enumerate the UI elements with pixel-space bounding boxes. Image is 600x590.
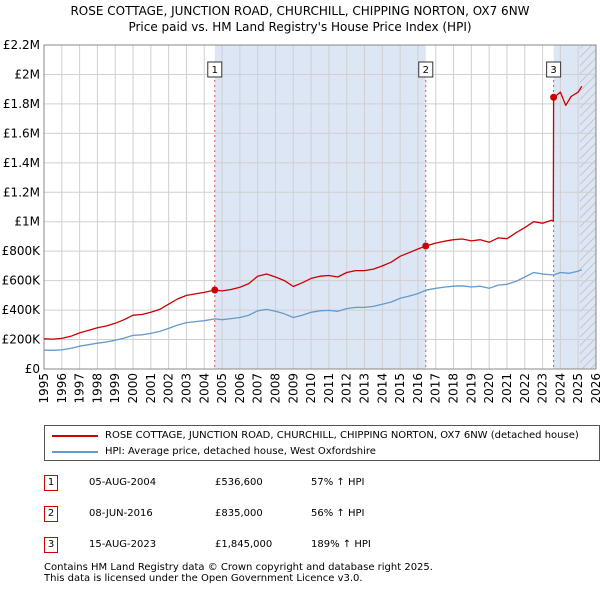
hpi-line <box>43 269 583 351</box>
x-tick-label: 2009 <box>286 373 300 404</box>
x-tick-label: 2007 <box>251 373 265 404</box>
property-price-line <box>43 85 583 340</box>
hatched-period <box>579 45 596 369</box>
transaction-row: 1 05-AUG-2004 £536,600 57% ↑ HPI <box>0 475 600 495</box>
x-tick-label: 1997 <box>73 373 87 404</box>
sale-marker-label: 3 <box>550 65 556 76</box>
x-tick-label: 2010 <box>304 373 318 404</box>
x-tick-label: 2014 <box>375 373 389 404</box>
sale-marker-box <box>207 61 223 78</box>
transaction-date: 15-AUG-2023 <box>89 539 157 550</box>
x-tick-label: 2024 <box>553 373 567 404</box>
x-tick-label: 2021 <box>500 373 514 404</box>
sale-point <box>550 93 558 101</box>
x-tick-label: 1996 <box>55 373 69 404</box>
x-tick-label: 2018 <box>447 373 461 404</box>
y-tick-label: £400K <box>2 303 42 317</box>
transaction-price: £536,600 <box>215 477 263 488</box>
transaction-date: 08-JUN-2016 <box>89 508 153 519</box>
shaded-period <box>214 45 426 369</box>
x-tick-label: 2011 <box>322 373 336 404</box>
x-tick-label: 2016 <box>411 373 425 404</box>
x-tick-label: 2023 <box>536 373 550 404</box>
legend-item-property: ROSE COTTAGE, JUNCTION ROAD, CHURCHILL, … <box>45 428 599 444</box>
price-chart: £0 £200K £400K £600K £800K £1M £1.2M £1.4M £1.6M… <box>2 38 600 404</box>
sale-marker-label: 1 <box>212 65 218 76</box>
x-tick-label: 2015 <box>393 373 407 404</box>
chart-title: ROSE COTTAGE, JUNCTION ROAD, CHURCHILL, … <box>70 4 530 18</box>
chart-subtitle: Price paid vs. HM Land Registry's House … <box>128 20 472 34</box>
legend-label-property: ROSE COTTAGE, JUNCTION ROAD, CHURCHILL, … <box>105 430 579 441</box>
x-tick-label: 2001 <box>144 373 158 404</box>
y-tick-label: £600K <box>2 274 42 288</box>
y-tick-label: £2.2M <box>3 38 40 52</box>
y-tick-label: £1.4M <box>3 156 40 170</box>
plot-frame <box>43 44 597 370</box>
x-tick-label: 2002 <box>162 373 176 404</box>
legend-swatch-property <box>52 435 98 437</box>
legend-item-hpi: HPI: Average price, detached house, West… <box>45 444 599 460</box>
x-tick-label: 1998 <box>90 373 104 404</box>
transaction-badge: 3 <box>44 537 58 553</box>
legend-swatch-hpi <box>52 451 98 453</box>
transaction-date: 05-AUG-2004 <box>89 477 157 488</box>
transaction-badge: 2 <box>44 506 58 522</box>
x-tick-label: 2019 <box>464 373 478 404</box>
x-tick-label: 2008 <box>268 373 282 404</box>
transaction-price: £835,000 <box>215 508 263 519</box>
y-tick-label: £1.6M <box>3 126 40 140</box>
transaction-hpi: 56% ↑ HPI <box>311 508 365 519</box>
x-tick-label: 2017 <box>429 373 443 404</box>
x-tick-label: 2004 <box>197 373 211 404</box>
footer-copyright: Contains HM Land Registry data © Crown c… <box>44 562 433 573</box>
transaction-hpi: 189% ↑ HPI <box>311 539 371 550</box>
x-tick-label: 1995 <box>37 373 51 404</box>
x-tick-label: 2026 <box>589 373 600 404</box>
y-tick-label: £0 <box>25 362 40 376</box>
sale-point <box>211 286 219 294</box>
legend-label-hpi: HPI: Average price, detached house, West… <box>105 446 376 457</box>
footer-licence: This data is licensed under the Open Gov… <box>44 573 363 584</box>
x-tick-label: 2022 <box>518 373 532 404</box>
legend: ROSE COTTAGE, JUNCTION ROAD, CHURCHILL, … <box>44 425 600 461</box>
y-tick-label: £1M <box>14 215 40 229</box>
y-tick-label: £1.8M <box>3 97 40 111</box>
x-tick-label: 2000 <box>126 373 140 404</box>
transaction-row: 3 15-AUG-2023 £1,845,000 189% ↑ HPI <box>0 537 600 557</box>
sale-marker-box <box>418 61 434 78</box>
x-tick-label: 2005 <box>215 373 229 404</box>
transaction-badge: 1 <box>44 475 58 491</box>
transaction-price: £1,845,000 <box>215 539 273 550</box>
x-tick-label: 2025 <box>571 373 585 404</box>
y-tick-label: £200K <box>2 333 42 347</box>
transaction-row: 2 08-JUN-2016 £835,000 56% ↑ HPI <box>0 506 600 526</box>
x-tick-label: 2006 <box>233 373 247 404</box>
x-tick-label: 1999 <box>108 373 122 404</box>
sale-point <box>422 242 430 250</box>
transaction-hpi: 57% ↑ HPI <box>311 477 365 488</box>
x-tick-label: 2003 <box>179 373 193 404</box>
sale-marker-label: 2 <box>423 65 429 76</box>
x-tick-label: 2012 <box>340 373 354 404</box>
x-tick-label: 2020 <box>482 373 496 404</box>
y-tick-label: £2M <box>14 67 40 81</box>
x-tick-label: 2013 <box>358 373 372 404</box>
sale-marker-box <box>546 61 562 78</box>
y-tick-label: £1.2M <box>3 185 40 199</box>
y-tick-label: £800K <box>2 244 42 258</box>
